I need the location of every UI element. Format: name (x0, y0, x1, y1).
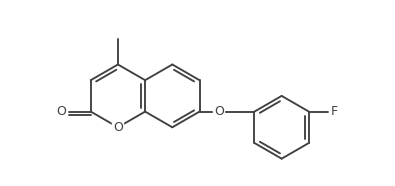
Text: F: F (331, 105, 338, 118)
Text: O: O (113, 121, 123, 134)
Text: O: O (56, 105, 66, 118)
Text: O: O (214, 105, 224, 118)
